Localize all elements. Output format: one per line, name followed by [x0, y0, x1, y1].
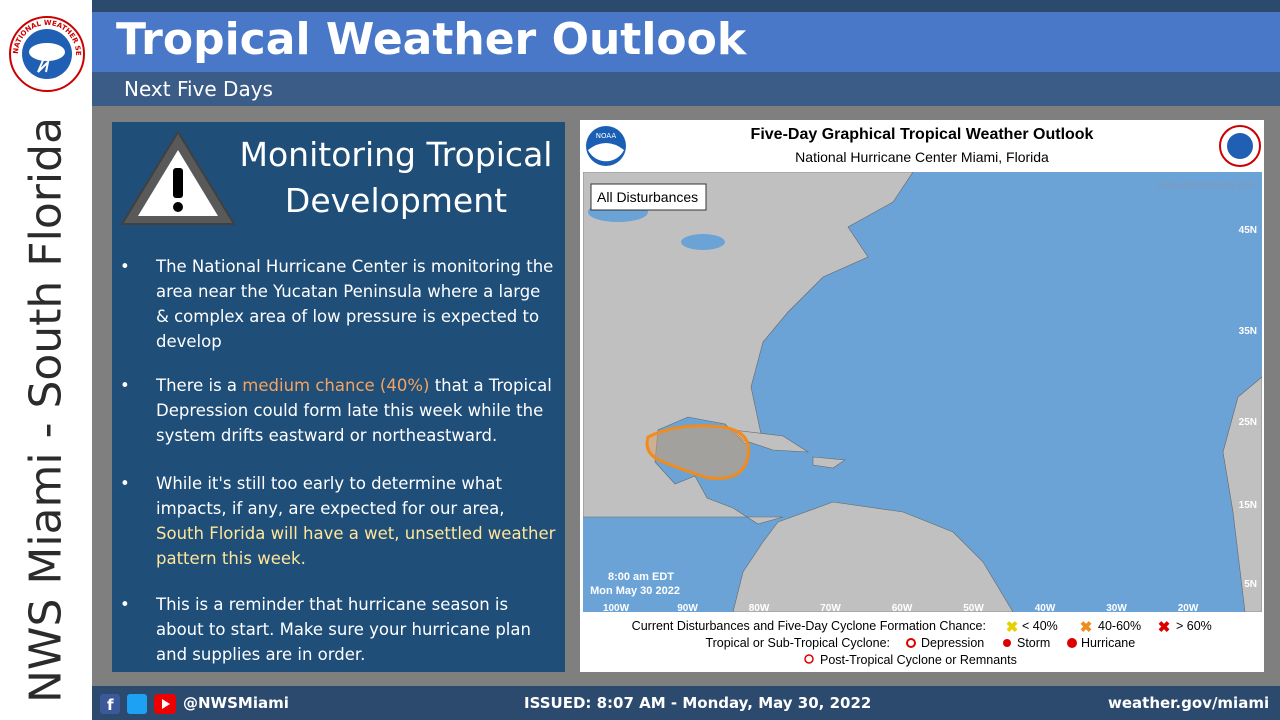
side-strip: [0, 0, 92, 720]
bullet: • The National Hurricane Center is monito…: [120, 257, 554, 351]
lon-label: 40W: [1035, 603, 1056, 612]
map-time: 8:00 am EDT: [608, 571, 674, 583]
bullet-text: While it's still too early to determine …: [156, 474, 505, 518]
subtitle-band: [92, 72, 1280, 106]
warning-icon: [120, 130, 236, 225]
noaa-logo: NOAA: [586, 126, 626, 166]
lon-label: 100W: [603, 603, 630, 612]
map-website: www.hurricanes.gov: [1157, 180, 1256, 191]
legend-text: 40-60%: [1098, 619, 1141, 633]
footer-issued: ISSUED: 8:07 AM - Monday, May 30, 2022: [524, 694, 872, 712]
legend-text: > 60%: [1176, 619, 1212, 633]
top-band: [92, 0, 1280, 12]
map: All Disturbances www.hurricanes.gov 8:00…: [583, 172, 1262, 612]
nws-logo: NATIONAL WEATHER SERVICE: [8, 12, 85, 92]
lon-label: 80W: [749, 603, 770, 612]
legend-text: Depression: [921, 636, 984, 650]
lat-label: 25N: [1239, 417, 1257, 428]
lat-label: 15N: [1239, 500, 1257, 511]
panel-heading: Monitoring Tropical Development: [239, 135, 553, 220]
svg-text:f: f: [107, 696, 114, 714]
footer-site: weather.gov/miami: [1108, 694, 1270, 712]
lon-label: 20W: [1178, 603, 1199, 612]
lat-label: 35N: [1239, 326, 1257, 337]
lat-label: 45N: [1239, 225, 1257, 236]
bullet-text: This is a reminder that hurricane season…: [156, 595, 531, 664]
social-icons: f: [100, 694, 176, 714]
bullet: • This is a reminder that hurricane seaso…: [120, 595, 531, 664]
noaa-text: NOAA: [596, 132, 617, 140]
lat-label: 5N: [1244, 579, 1257, 590]
legend-text: < 40%: [1022, 619, 1058, 633]
legend-text: Hurricane: [1081, 636, 1135, 650]
bullet-text: There is a: [156, 376, 243, 395]
legend-text: Storm: [1017, 636, 1050, 650]
footer-handle: @NWSMiami: [183, 694, 289, 712]
svg-text:✖: ✖: [1080, 619, 1093, 636]
nws-small-logo: [1219, 125, 1261, 167]
lon-label: 70W: [820, 603, 841, 612]
highlight: medium chance (40%): [242, 376, 430, 395]
title-band: [92, 12, 1280, 72]
map-date: Mon May 30 2022: [590, 585, 680, 597]
legend-text: Post-Tropical Cyclone or Remnants: [820, 653, 1017, 667]
subtitle: Next Five Days: [124, 77, 273, 101]
footer: [92, 686, 1280, 720]
highlight: South Florida will have a wet, unsettled…: [156, 524, 556, 568]
map-subtitle: National Hurricane Center Miami, Florida: [795, 149, 1049, 165]
lon-label: 30W: [1106, 603, 1127, 612]
bullet: • There is a medium chance (40%) that a T…: [120, 376, 552, 445]
bullet-text: that a Tropical Depression could form la…: [156, 376, 552, 445]
lon-label: 50W: [963, 603, 984, 612]
map-legend: Current Disturbances and Five-Day Cyclon…: [632, 619, 1212, 667]
side-text: NWS Miami - South Florida: [20, 117, 72, 703]
bullet-text: The National Hurricane Center is monitor…: [156, 257, 554, 351]
map-tag: All Disturbances: [597, 189, 698, 205]
svg-text:✖: ✖: [1006, 619, 1019, 636]
lon-label: 60W: [892, 603, 913, 612]
legend-text: Current Disturbances and Five-Day Cyclon…: [632, 619, 986, 633]
legend-text: Tropical or Sub-Tropical Cyclone:: [705, 636, 890, 650]
map-title: Five-Day Graphical Tropical Weather Outl…: [750, 126, 1094, 143]
svg-text:✖: ✖: [1158, 619, 1171, 636]
title: Tropical Weather Outlook: [116, 14, 747, 65]
bullet: • While it's still too early to determine…: [120, 474, 556, 568]
lon-label: 90W: [677, 603, 698, 612]
